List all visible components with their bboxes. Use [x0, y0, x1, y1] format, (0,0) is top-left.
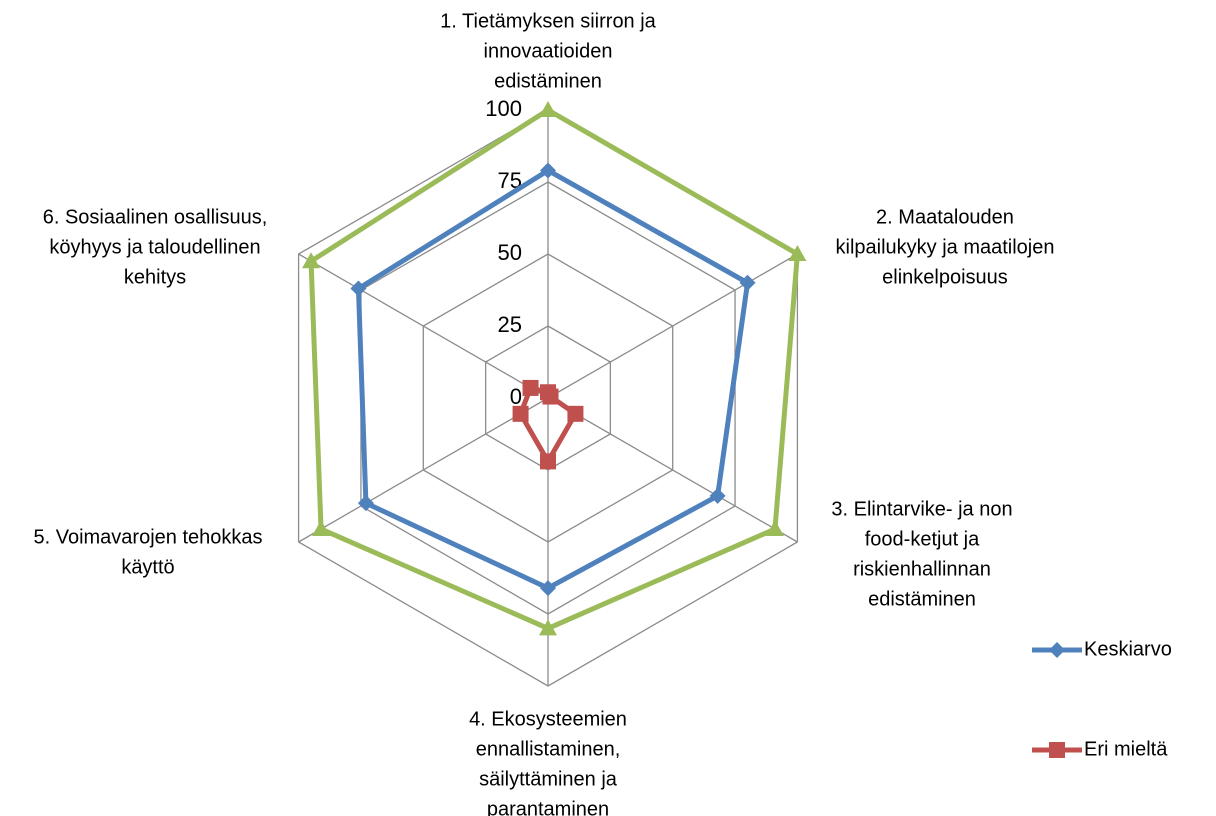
marker — [765, 520, 784, 537]
series-line — [308, 107, 800, 631]
spoke — [298, 253, 549, 399]
category-label: 2. Maatalouden — [876, 206, 1014, 228]
marker — [539, 619, 557, 636]
legend-label: Eri mieltä — [1084, 738, 1168, 760]
spoke — [547, 253, 798, 399]
marker — [542, 388, 559, 405]
category-label: innovaatioiden — [484, 40, 613, 62]
series-line — [355, 167, 751, 591]
category-label: food-ketjut ja — [865, 528, 980, 550]
category-label: edistäminen — [868, 588, 976, 610]
category-label: säilyttäminen ja — [479, 768, 618, 790]
marker — [788, 245, 807, 261]
category-label: elinkelpoisuus — [882, 266, 1008, 288]
category-label: kehitys — [124, 266, 186, 288]
category-label: käyttö — [121, 556, 174, 578]
spoke — [547, 397, 798, 543]
marker — [350, 280, 367, 297]
category-label: 3. Elintarvike- ja non — [831, 498, 1012, 520]
tick-label: 0 — [510, 384, 522, 409]
marker — [567, 405, 584, 422]
category-label: 6. Sosiaalinen osallisuus, — [43, 206, 268, 228]
marker — [709, 487, 726, 504]
category-label: 4. Ekosysteemien — [469, 708, 627, 730]
category-label: riskienhallinnan — [853, 558, 991, 580]
category-label: parantaminen — [487, 798, 609, 816]
category-label: 1. Tietämyksen siirron ja — [440, 10, 657, 32]
spoke — [298, 397, 549, 543]
marker — [302, 252, 321, 269]
marker — [522, 379, 539, 396]
tick-label: 50 — [498, 240, 522, 265]
tick-label: 100 — [485, 96, 522, 121]
marker — [357, 495, 374, 512]
category-label: köyhyys ja taloudellinen — [49, 236, 260, 258]
marker — [540, 580, 556, 597]
category-label: edistäminen — [494, 70, 602, 92]
category-label: 5. Voimavarojen tehokkas — [33, 526, 262, 548]
category-label: ennallistaminen, — [476, 738, 621, 760]
marker — [540, 453, 556, 470]
marker — [312, 520, 331, 537]
marker — [512, 405, 529, 422]
legend-marker — [1049, 742, 1065, 758]
marker — [739, 274, 756, 291]
tick-label: 25 — [498, 312, 522, 337]
marker — [540, 162, 556, 179]
legend-marker — [1049, 642, 1065, 658]
marker — [539, 101, 557, 117]
legend-label: Keskiarvo — [1084, 638, 1172, 660]
category-label: kilpailukyky ja maatilojen — [836, 236, 1055, 258]
